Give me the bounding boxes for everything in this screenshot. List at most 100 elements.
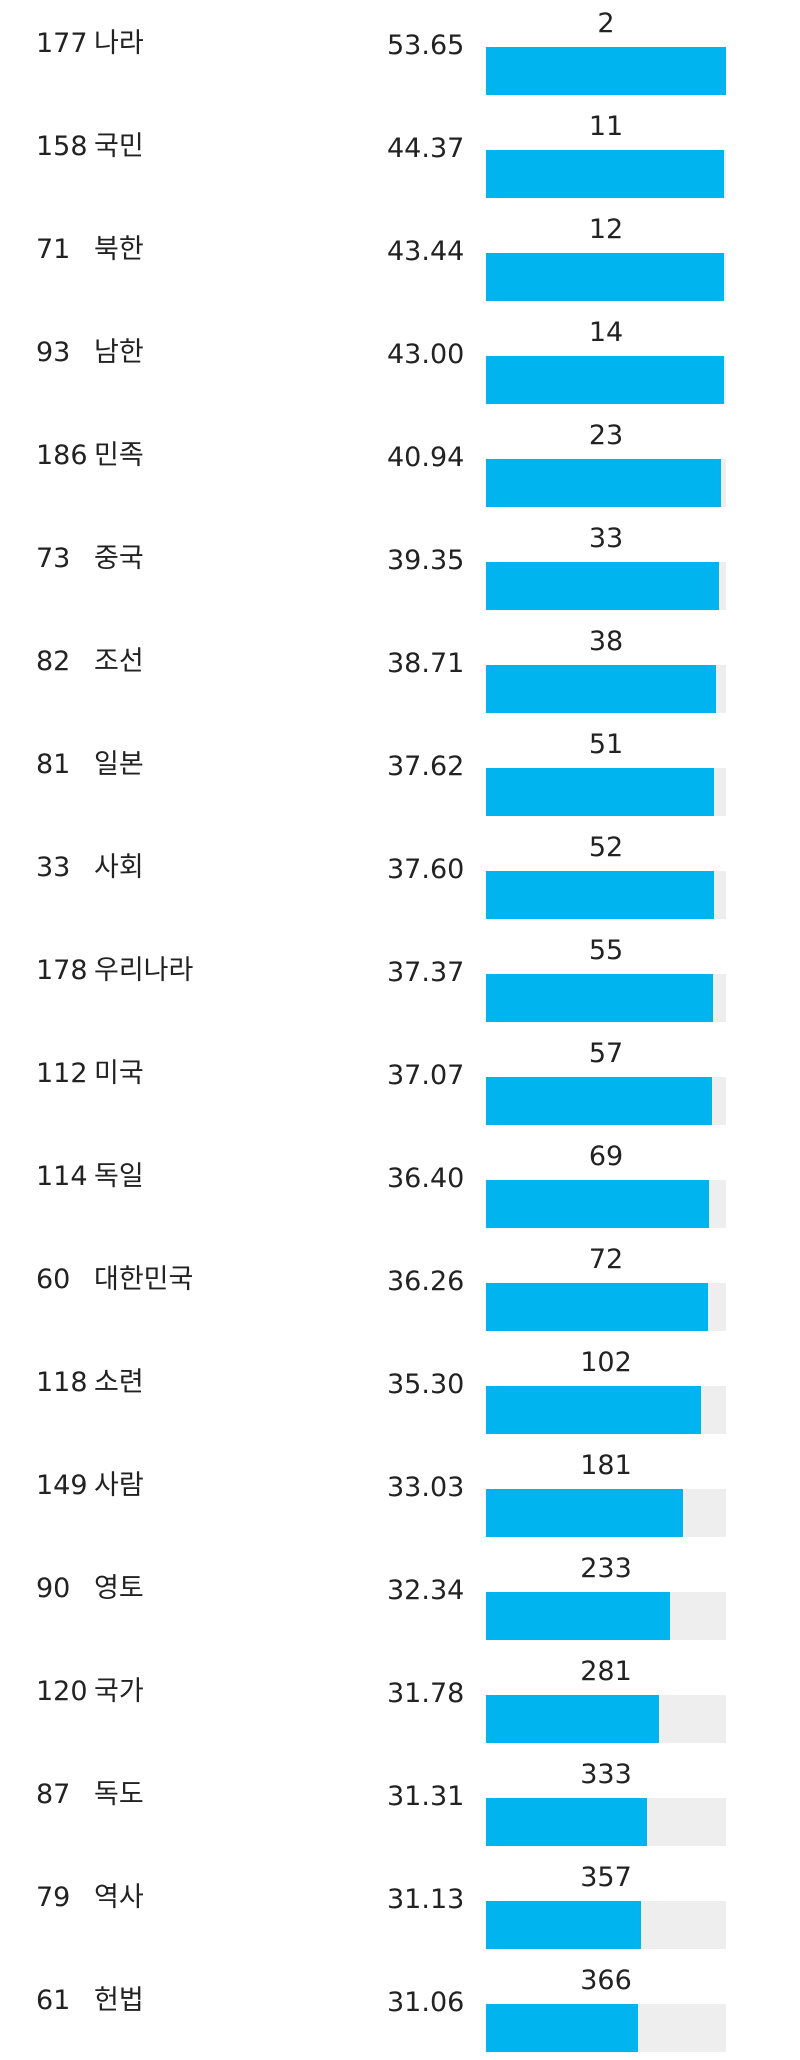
bar-fill [486, 356, 724, 404]
bar-track [486, 459, 726, 507]
chart-row: 149 사람 33.03 181 [0, 1442, 800, 1545]
keyword-label: 헌법 [94, 1985, 144, 2016]
bar-fill [486, 2004, 638, 2052]
keyword-label: 나라 [94, 28, 144, 59]
keyword-label: 미국 [94, 1058, 144, 1089]
bar-track [486, 1695, 726, 1743]
score-label: 36.26 [387, 1266, 465, 1297]
keyword-label: 사람 [94, 1470, 144, 1501]
rank-label: 114 [36, 1161, 88, 1192]
keyword-label: 국가 [94, 1676, 144, 1707]
count-label: 333 [580, 1759, 632, 1790]
keyword-label: 일본 [94, 749, 144, 780]
keyword-label: 남한 [94, 337, 144, 368]
rank-label: 120 [36, 1676, 88, 1707]
chart-row: 120 국가 31.78 281 [0, 1648, 800, 1751]
bar-track [486, 974, 726, 1022]
bar-track [486, 356, 726, 404]
bar-track [486, 1386, 726, 1434]
rank-label: 158 [36, 131, 88, 162]
count-label: 181 [580, 1450, 632, 1481]
rank-label: 93 [36, 337, 71, 368]
keyword-label: 역사 [94, 1882, 144, 1913]
chart-row: 112 미국 37.07 57 [0, 1030, 800, 1133]
score-label: 31.13 [387, 1884, 465, 1915]
bar-fill [486, 1489, 683, 1537]
rank-label: 87 [36, 1779, 71, 1810]
bar-track [486, 665, 726, 713]
bar-fill [486, 150, 724, 198]
keyword-label: 조선 [94, 646, 144, 677]
score-label: 31.31 [387, 1781, 465, 1812]
chart-row: 60 대한민국 36.26 72 [0, 1236, 800, 1339]
count-label: 72 [588, 1244, 624, 1275]
chart-row: 61 헌법 31.06 366 [0, 1957, 800, 2060]
count-label: 55 [588, 935, 624, 966]
bar-fill [486, 562, 719, 610]
score-label: 40.94 [387, 442, 465, 473]
bar-track [486, 253, 726, 301]
rank-label: 71 [36, 234, 71, 265]
count-label: 102 [580, 1347, 632, 1378]
rank-label: 90 [36, 1573, 71, 1604]
score-label: 53.65 [387, 30, 465, 61]
keyword-label: 독도 [94, 1779, 144, 1810]
bar-fill [486, 1386, 701, 1434]
rank-label: 149 [36, 1470, 88, 1501]
bar-track [486, 1901, 726, 1949]
chart-row: 82 조선 38.71 38 [0, 618, 800, 721]
score-label: 44.37 [387, 133, 465, 164]
bar-track [486, 1798, 726, 1846]
bar-track [486, 871, 726, 919]
rank-label: 73 [36, 543, 71, 574]
bar-track [486, 562, 726, 610]
rank-label: 81 [36, 749, 71, 780]
rank-label: 79 [36, 1882, 71, 1913]
bar-fill [486, 47, 726, 95]
chart-row: 114 독일 36.40 69 [0, 1133, 800, 1236]
score-label: 31.78 [387, 1678, 465, 1709]
rank-label: 186 [36, 440, 88, 471]
count-label: 12 [588, 214, 624, 245]
bar-track [486, 1592, 726, 1640]
bar-fill [486, 1592, 670, 1640]
rank-label: 61 [36, 1985, 71, 2016]
chart-row: 87 독도 31.31 333 [0, 1751, 800, 1854]
rank-label: 118 [36, 1367, 88, 1398]
keyword-label: 사회 [94, 852, 144, 883]
keyword-label: 영토 [94, 1573, 144, 1604]
keyword-label: 국민 [94, 131, 144, 162]
count-label: 2 [597, 8, 615, 39]
bar-fill [486, 1901, 641, 1949]
score-label: 35.30 [387, 1369, 465, 1400]
score-label: 33.03 [387, 1472, 465, 1503]
rank-label: 33 [36, 852, 71, 883]
score-label: 36.40 [387, 1163, 465, 1194]
bar-fill [486, 1077, 712, 1125]
count-label: 33 [588, 523, 624, 554]
chart-row: 118 소련 35.30 102 [0, 1339, 800, 1442]
bar-fill [486, 1798, 647, 1846]
bar-track [486, 47, 726, 95]
score-label: 37.07 [387, 1060, 465, 1091]
keyword-label: 대한민국 [94, 1264, 194, 1295]
count-label: 52 [588, 832, 624, 863]
bar-track [486, 1489, 726, 1537]
rank-label: 82 [36, 646, 71, 677]
chart-row: 33 사회 37.60 52 [0, 824, 800, 927]
keyword-label: 우리나라 [94, 955, 194, 986]
rank-label: 60 [36, 1264, 71, 1295]
keyword-label: 중국 [94, 543, 144, 574]
bar-fill [486, 665, 716, 713]
count-label: 69 [588, 1141, 624, 1172]
keyword-label: 민족 [94, 440, 144, 471]
chart-row: 71 북한 43.44 12 [0, 206, 800, 309]
bar-track [486, 1283, 726, 1331]
keyword-label: 소련 [94, 1367, 144, 1398]
score-label: 39.35 [387, 545, 465, 576]
count-label: 38 [588, 626, 624, 657]
score-label: 31.06 [387, 1987, 465, 2018]
count-label: 233 [580, 1553, 632, 1584]
bar-track [486, 2004, 726, 2052]
